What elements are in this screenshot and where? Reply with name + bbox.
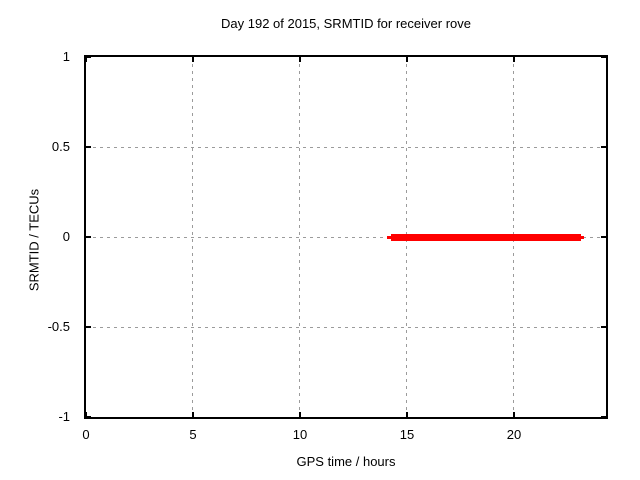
x-tick-label: 0: [82, 427, 90, 442]
tick-mark-left: [86, 146, 91, 148]
y-tick-label: 0: [62, 229, 70, 244]
tick-mark-top: [191, 57, 194, 62]
tick-mark-left: [86, 326, 91, 328]
plot-area: [84, 55, 608, 419]
chart-title: Day 192 of 2015, SRMTID for receiver rov…: [221, 16, 471, 31]
tick-mark-top: [85, 57, 87, 62]
tick-mark-bottom: [405, 412, 408, 417]
data-series-line: [391, 233, 582, 241]
tick-mark-left: [86, 56, 91, 58]
x-tick-label: 5: [189, 427, 197, 442]
tick-mark-left: [86, 236, 91, 238]
tick-mark-right: [601, 236, 606, 238]
tick-mark-right: [601, 56, 606, 58]
tick-mark-right: [601, 146, 606, 148]
x-tick-label: 10: [292, 427, 308, 442]
y-tick-label: 0.5: [51, 139, 70, 154]
tick-mark-top: [512, 57, 515, 62]
y-tick-label: 1: [62, 49, 70, 64]
tick-mark-right: [601, 416, 606, 418]
y-tick-label: -0.5: [47, 319, 70, 334]
gridline-horizontal: [86, 326, 606, 328]
tick-mark-bottom: [298, 412, 301, 417]
tick-mark-bottom: [512, 412, 515, 417]
x-tick-label: 20: [506, 427, 522, 442]
tick-mark-bottom: [191, 412, 194, 417]
x-tick-label: 15: [399, 427, 415, 442]
gridline-horizontal: [86, 146, 606, 148]
tick-mark-left: [86, 416, 91, 418]
tick-mark-top: [405, 57, 408, 62]
gridline-horizontal: [86, 236, 606, 238]
tick-mark-right: [601, 326, 606, 328]
y-tick-label: -1: [58, 409, 70, 424]
tick-mark-top: [298, 57, 301, 62]
tick-mark-bottom: [85, 412, 87, 417]
x-axis-label: GPS time / hours: [296, 454, 396, 469]
